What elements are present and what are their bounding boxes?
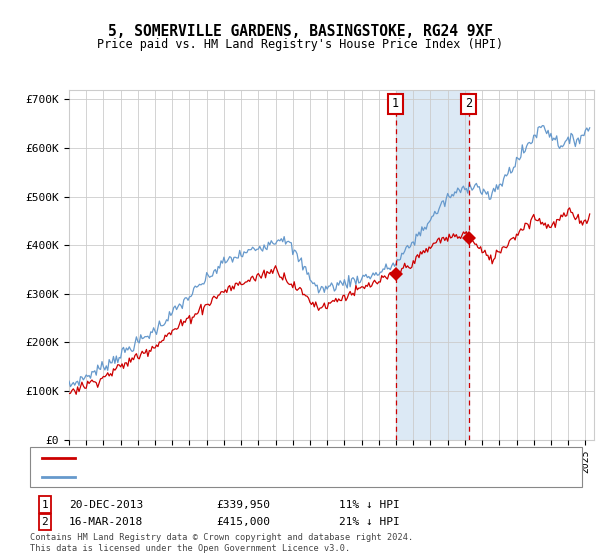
Bar: [395, 90, 469, 440]
Text: 1: 1: [41, 500, 49, 510]
Text: 16-MAR-2018: 16-MAR-2018: [69, 517, 143, 527]
Text: 2: 2: [41, 517, 49, 527]
Text: 21% ↓ HPI: 21% ↓ HPI: [339, 517, 400, 527]
Text: £415,000: £415,000: [216, 517, 270, 527]
Text: 11% ↓ HPI: 11% ↓ HPI: [339, 500, 400, 510]
Text: 2: 2: [465, 97, 472, 110]
Text: Price paid vs. HM Land Registry's House Price Index (HPI): Price paid vs. HM Land Registry's House …: [97, 38, 503, 51]
Text: HPI: Average price, detached house, Basingstoke and Deane: HPI: Average price, detached house, Basi…: [81, 472, 437, 482]
Text: Contains HM Land Registry data © Crown copyright and database right 2024.
This d: Contains HM Land Registry data © Crown c…: [30, 533, 413, 553]
Text: 1: 1: [392, 97, 399, 110]
Text: 20-DEC-2013: 20-DEC-2013: [69, 500, 143, 510]
Text: 5, SOMERVILLE GARDENS, BASINGSTOKE, RG24 9XF (detached house): 5, SOMERVILLE GARDENS, BASINGSTOKE, RG24…: [81, 453, 462, 463]
Text: £339,950: £339,950: [216, 500, 270, 510]
Text: 5, SOMERVILLE GARDENS, BASINGSTOKE, RG24 9XF: 5, SOMERVILLE GARDENS, BASINGSTOKE, RG24…: [107, 24, 493, 39]
